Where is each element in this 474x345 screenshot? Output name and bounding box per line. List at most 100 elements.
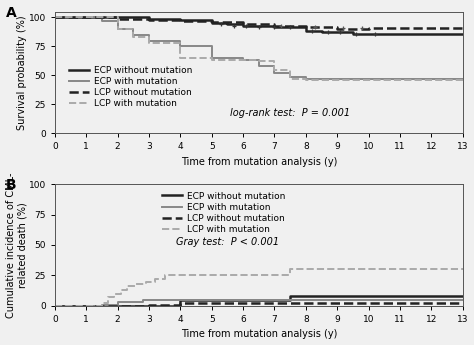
ECP with mutation — [99, 19, 105, 23]
LCP without mutation — [115, 304, 120, 308]
LCP with mutation — [134, 282, 139, 286]
ECP with mutation — [303, 77, 309, 81]
LCP without mutation — [146, 18, 152, 22]
ECP with mutation — [115, 300, 120, 304]
Line: LCP without mutation: LCP without mutation — [55, 17, 463, 29]
LCP with mutation — [124, 284, 130, 288]
ECP without mutation — [115, 15, 120, 19]
ECP with mutation — [460, 77, 465, 81]
ECP with mutation — [115, 27, 120, 31]
ECP with mutation — [146, 39, 152, 43]
LCP with mutation — [52, 15, 58, 19]
ECP without mutation — [460, 31, 465, 36]
Text: log-rank test:  P = 0.001: log-rank test: P = 0.001 — [230, 108, 350, 118]
Line: ECP with mutation: ECP with mutation — [55, 17, 463, 79]
ECP without mutation — [146, 17, 152, 21]
ECP without mutation — [52, 15, 58, 19]
ECP without mutation — [209, 21, 215, 25]
ECP without mutation — [272, 24, 277, 29]
LCP with mutation — [118, 288, 124, 292]
LCP without mutation — [209, 20, 215, 24]
ECP without mutation — [83, 15, 89, 19]
LCP without mutation — [177, 19, 183, 23]
LCP with mutation — [177, 56, 183, 60]
LCP with mutation — [272, 68, 277, 72]
ECP without mutation — [366, 31, 372, 36]
ECP without mutation — [177, 18, 183, 22]
LCP with mutation — [177, 273, 183, 277]
ECP without mutation — [52, 304, 58, 308]
Line: ECP without mutation: ECP without mutation — [55, 296, 463, 306]
LCP without mutation — [272, 23, 277, 28]
LCP with mutation — [99, 15, 105, 19]
ECP without mutation — [287, 294, 293, 298]
LCP with mutation — [287, 267, 293, 272]
ECP without mutation — [171, 304, 177, 308]
ECP without mutation — [177, 298, 183, 302]
LCP with mutation — [52, 304, 58, 308]
LCP with mutation — [99, 301, 105, 305]
Line: LCP without mutation: LCP without mutation — [55, 303, 463, 306]
LCP without mutation — [115, 17, 120, 21]
Line: ECP with mutation: ECP with mutation — [55, 300, 463, 306]
LCP without mutation — [460, 26, 465, 30]
LCP without mutation — [350, 27, 356, 31]
ECP without mutation — [240, 23, 246, 28]
LCP without mutation — [460, 301, 465, 305]
X-axis label: Time from mutation analysis (y): Time from mutation analysis (y) — [181, 157, 337, 167]
LCP without mutation — [366, 26, 372, 30]
Y-axis label: Cumulative incidence of CML-
related death (%): Cumulative incidence of CML- related dea… — [6, 172, 27, 318]
ECP without mutation — [303, 29, 309, 33]
LCP with mutation — [303, 78, 309, 82]
LCP with mutation — [111, 292, 117, 296]
LCP with mutation — [460, 267, 465, 272]
LCP with mutation — [162, 273, 167, 277]
LCP with mutation — [225, 58, 230, 62]
LCP with mutation — [146, 41, 152, 45]
LCP without mutation — [83, 15, 89, 19]
LCP without mutation — [146, 303, 152, 307]
LCP with mutation — [130, 35, 136, 39]
LCP with mutation — [115, 27, 120, 31]
LCP without mutation — [177, 301, 183, 305]
ECP without mutation — [350, 31, 356, 36]
Text: Gray test:  P < 0.001: Gray test: P < 0.001 — [176, 237, 279, 247]
LCP without mutation — [52, 304, 58, 308]
X-axis label: Time from mutation analysis (y): Time from mutation analysis (y) — [181, 329, 337, 339]
LCP with mutation — [460, 78, 465, 82]
LCP without mutation — [303, 24, 309, 29]
ECP with mutation — [256, 64, 262, 68]
ECP without mutation — [334, 30, 340, 34]
ECP without mutation — [319, 30, 324, 34]
Line: LCP with mutation: LCP with mutation — [55, 269, 463, 306]
LCP with mutation — [143, 279, 149, 284]
ECP with mutation — [177, 44, 183, 48]
LCP with mutation — [105, 295, 111, 299]
LCP with mutation — [152, 277, 158, 281]
LCP with mutation — [272, 273, 277, 277]
LCP with mutation — [256, 59, 262, 63]
ECP with mutation — [52, 15, 58, 19]
Line: LCP with mutation: LCP with mutation — [55, 17, 463, 80]
LCP without mutation — [52, 15, 58, 19]
LCP without mutation — [240, 22, 246, 27]
LCP without mutation — [334, 27, 340, 31]
ECP with mutation — [287, 75, 293, 79]
ECP with mutation — [272, 71, 277, 75]
LCP with mutation — [366, 267, 372, 272]
LCP with mutation — [240, 58, 246, 62]
ECP with mutation — [140, 298, 146, 302]
ECP with mutation — [240, 58, 246, 62]
ECP without mutation — [460, 294, 465, 298]
Legend: ECP without mutation, ECP with mutation, LCP without mutation, LCP with mutation: ECP without mutation, ECP with mutation,… — [67, 64, 194, 110]
Text: A: A — [6, 6, 17, 20]
ECP with mutation — [334, 77, 340, 81]
ECP with mutation — [99, 303, 105, 307]
ECP with mutation — [130, 33, 136, 37]
Legend: ECP without mutation, ECP with mutation, LCP without mutation, LCP with mutation: ECP without mutation, ECP with mutation,… — [161, 190, 287, 236]
Text: B: B — [6, 178, 17, 192]
LCP with mutation — [209, 58, 215, 62]
Y-axis label: Survival probability (%): Survival probability (%) — [17, 15, 27, 130]
ECP without mutation — [225, 22, 230, 27]
ECP with mutation — [460, 298, 465, 302]
